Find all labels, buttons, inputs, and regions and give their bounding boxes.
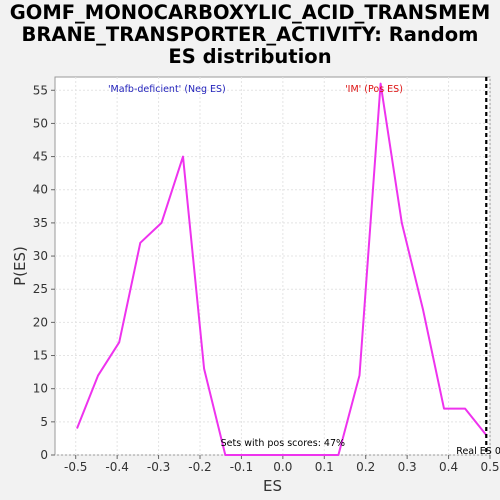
y-tick-label: 10 (33, 382, 48, 396)
y-tick-label: 20 (33, 315, 48, 329)
plot-area (55, 77, 490, 455)
y-tick-label: 55 (33, 83, 48, 97)
y-tick-label: 15 (33, 349, 48, 363)
y-tick-label: 5 (40, 415, 48, 429)
y-tick-label: 45 (33, 150, 48, 164)
x-tick-label: -0.2 (188, 460, 211, 474)
y-tick-label: 30 (33, 249, 48, 263)
pos-scores-annotation: Sets with pos scores: 47% (221, 438, 345, 449)
y-tick-label: 50 (33, 116, 48, 130)
x-tick-label: 0.2 (356, 460, 375, 474)
y-tick-label: 25 (33, 282, 48, 296)
real-es-label: Real ES 0.5 (456, 446, 500, 457)
x-tick-label: 0.3 (398, 460, 417, 474)
x-tick-label: -0.3 (147, 460, 170, 474)
x-tick-label: -0.1 (230, 460, 253, 474)
x-tick-label: 0.4 (439, 460, 458, 474)
x-tick-label: -0.4 (105, 460, 128, 474)
x-tick-label: 0.5 (480, 460, 499, 474)
x-tick-label: 0.0 (273, 460, 292, 474)
y-tick-label: 0 (40, 448, 48, 462)
legend-pos-label: 'IM' (Pos ES) (345, 84, 403, 95)
y-tick-label: 40 (33, 183, 48, 197)
x-axis-title: ES (263, 477, 282, 495)
x-tick-label: 0.1 (315, 460, 334, 474)
legend-neg-label: 'Mafb-deficient' (Neg ES) (108, 84, 226, 95)
x-tick-label: -0.5 (64, 460, 87, 474)
y-tick-label: 35 (33, 216, 48, 230)
y-axis-title: P(ES) (11, 246, 29, 286)
